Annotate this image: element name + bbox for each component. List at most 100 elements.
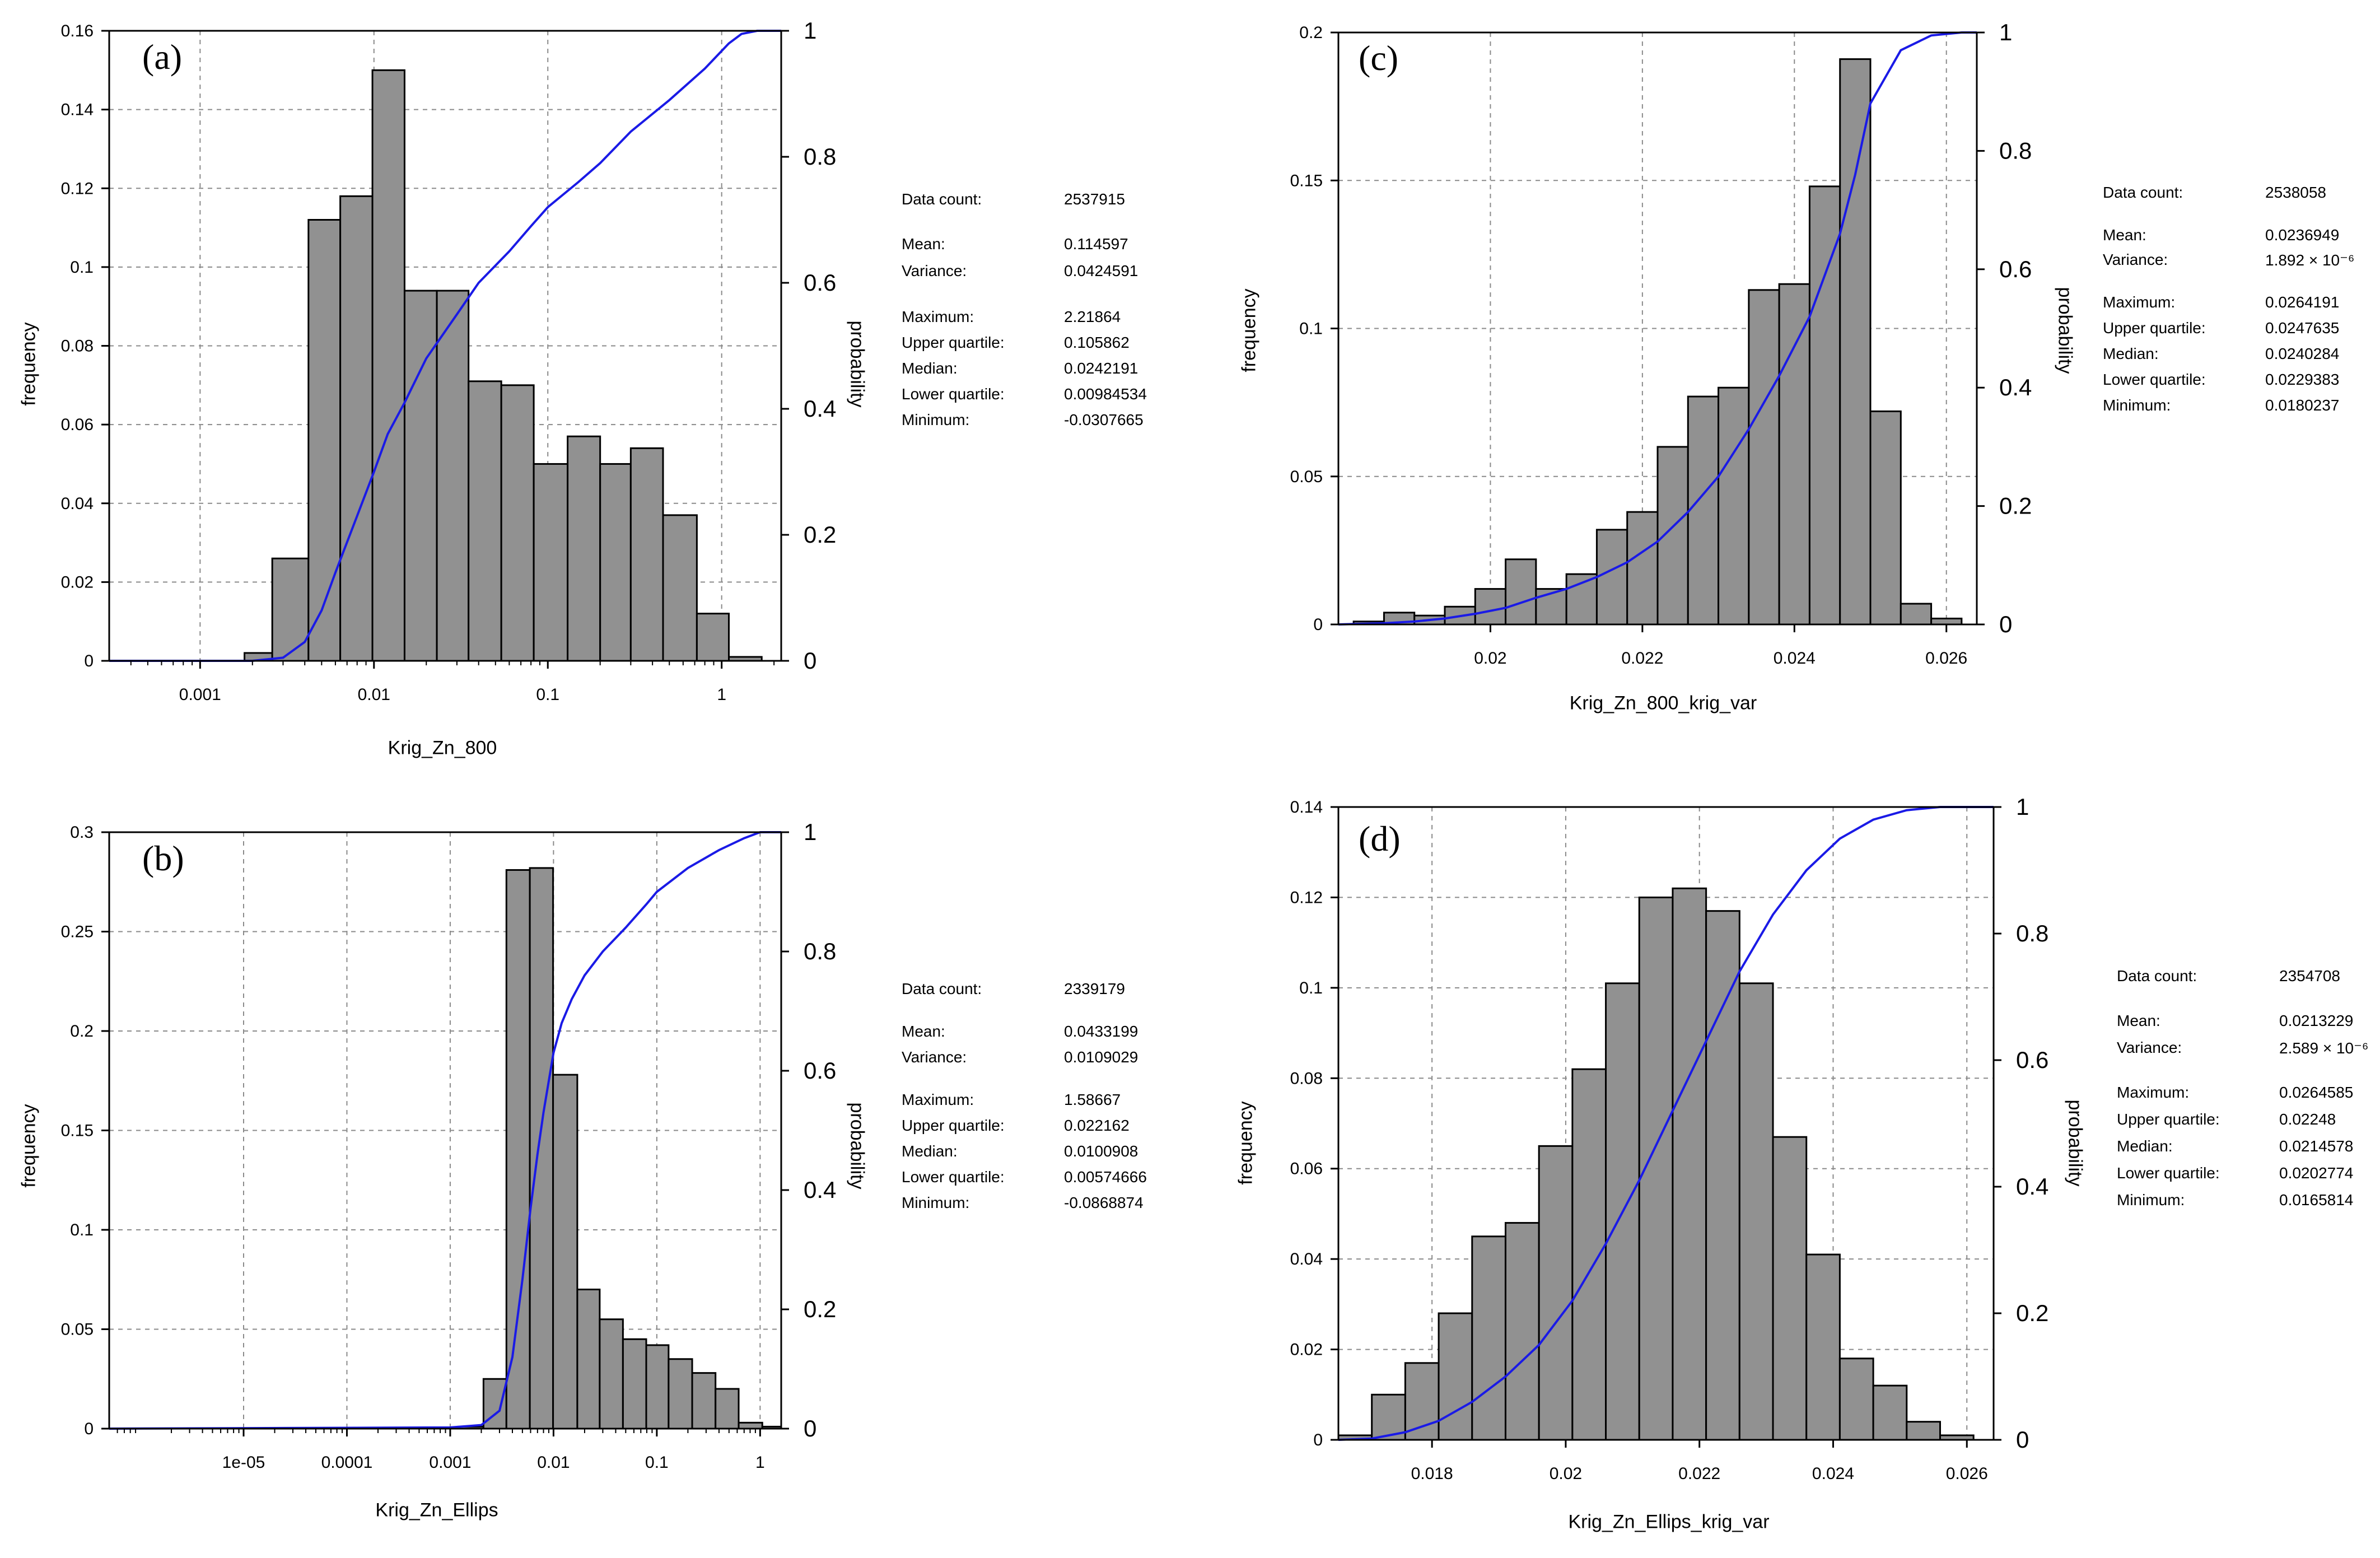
- stat-value: 2354708: [2279, 967, 2341, 985]
- y2-tick-label: 0: [2016, 1426, 2029, 1453]
- stat-row: Median: 0.0100908: [902, 1142, 1215, 1161]
- histogram-bar: [1626, 511, 1659, 626]
- y-tick-label: 0.02: [1290, 1341, 1323, 1359]
- stat-key: Maximum:: [2117, 1084, 2190, 1101]
- histogram-bar: [1687, 395, 1720, 626]
- plot-frame: [1337, 806, 1995, 1441]
- panel-label-b: (b): [140, 841, 186, 876]
- stat-row: Upper quartile: 0.0247635: [2103, 319, 2380, 338]
- stat-value: 0.0229383: [2265, 371, 2340, 388]
- y2-tick-label: 1: [804, 819, 816, 845]
- stat-key: Minimum:: [902, 1194, 970, 1211]
- stat-row: Upper quartile: 0.022162: [902, 1117, 1215, 1136]
- x-tick-label: 0.022: [1678, 1464, 1720, 1483]
- x-tick-label: 0.02: [1550, 1464, 1582, 1483]
- stat-key: Minimum:: [902, 411, 970, 428]
- stat-value: 0.0264191: [2265, 293, 2340, 311]
- panel-d: 0.018 0.02 0.022 0.024 0.026 0 0.02 0.04 0.06 0.0…: [1190, 779, 2380, 1558]
- stat-value: 0.0180237: [2265, 397, 2340, 414]
- histogram-bar: [1872, 1384, 1908, 1441]
- cdf-line: [1338, 31, 1977, 626]
- y2-tick-label: 0.2: [1999, 493, 2032, 519]
- stat-row: Median: 0.0214578: [2117, 1137, 2380, 1156]
- panel-label-c: (c): [1356, 40, 1401, 76]
- y-tick-label: 0.1: [1299, 320, 1323, 338]
- y-tick-label: 0.05: [1290, 468, 1323, 486]
- y-tick-label: 0.1: [70, 1221, 94, 1239]
- stat-key: Median:: [2103, 345, 2159, 362]
- stat-row: Median: 0.0242191: [902, 360, 1215, 379]
- stat-row: Minimum: -0.0307665: [902, 411, 1215, 430]
- panel-a: 0.001 0.01 0.1 1 0 0.02 0.04 0.06 0.08 0.1 0.12 0.1…: [0, 0, 1190, 779]
- stat-key: Median:: [902, 1142, 958, 1160]
- y2-tick-label: 0.4: [1999, 374, 2032, 400]
- stat-value: 0.022162: [1064, 1117, 1130, 1134]
- panel-label-a: (a): [140, 39, 185, 75]
- y-tick-label: 0: [1313, 1431, 1323, 1449]
- stat-row: Lower quartile: 0.00574666: [902, 1168, 1215, 1187]
- stat-key: Maximum:: [2103, 293, 2176, 311]
- histogram-bar: [715, 1388, 740, 1430]
- histogram-bar: [1805, 1253, 1841, 1441]
- histogram-bar: [662, 514, 698, 662]
- stat-key: Variance:: [2103, 251, 2168, 268]
- histogram-bar: [1595, 529, 1628, 626]
- stat-value: 0.0165814: [2279, 1191, 2354, 1209]
- y-tick-label: 0.04: [61, 495, 94, 513]
- histogram-bar: [1471, 1235, 1506, 1441]
- stat-row: Minimum: -0.0868874: [902, 1194, 1215, 1213]
- histogram-bar: [599, 463, 632, 662]
- stat-row: Maximum: 0.0264191: [2103, 293, 2380, 312]
- y2-tick-label: 1: [804, 17, 816, 44]
- stat-row: Lower quartile: 0.00984534: [902, 385, 1215, 404]
- y-axis-title-d: frequency: [1235, 1101, 1257, 1185]
- stat-row: Maximum: 2.21864: [902, 308, 1215, 327]
- chart-c-plot: 0.02 0.022 0.024 0.026 0 0.05 0.1 0.15 0.2 0 0.2 0.…: [1290, 19, 2032, 668]
- panel-label-d: (d): [1356, 821, 1403, 857]
- stat-key: Variance:: [2117, 1039, 2182, 1056]
- y2-axis-title-c: probability: [2054, 287, 2076, 374]
- stat-row: Data count: 2354708: [2117, 967, 2380, 986]
- stat-row: Variance: 2.589 × 10⁻⁶: [2117, 1039, 2380, 1058]
- y-axis-title-b: frequency: [18, 1104, 40, 1188]
- stat-value: 0.0264585: [2279, 1084, 2354, 1101]
- stat-row: Data count: 2339179: [902, 980, 1215, 999]
- y2-tick-label: 0.2: [804, 1296, 836, 1322]
- stat-key: Upper quartile:: [902, 1117, 1005, 1134]
- histogram-bar: [1838, 1358, 1874, 1441]
- stat-value: 0.0433199: [1064, 1023, 1138, 1040]
- stat-key: Lower quartile:: [902, 1168, 1005, 1186]
- y2-tick-label: 0.8: [804, 143, 836, 170]
- stat-key: Data count:: [902, 190, 982, 208]
- stat-key: Lower quartile:: [2103, 371, 2206, 388]
- chart-d-plot: 0.018 0.02 0.022 0.024 0.026 0 0.02 0.04 0.06 0.0…: [1290, 794, 2049, 1483]
- y-tick-label: 0.1: [1299, 979, 1323, 997]
- stat-value: 0.0213229: [2279, 1012, 2354, 1029]
- histogram-bar: [599, 1318, 624, 1430]
- stat-value: -0.0868874: [1064, 1194, 1144, 1211]
- stat-key: Mean:: [902, 235, 945, 253]
- stat-key: Variance:: [902, 1048, 967, 1066]
- x-tick-label: 1: [717, 685, 726, 704]
- stat-row: Mean: 0.0433199: [902, 1023, 1215, 1042]
- histogram-bar: [1565, 573, 1598, 626]
- histogram-bar: [529, 867, 554, 1430]
- stat-row: Minimum: 0.0165814: [2117, 1191, 2380, 1210]
- stat-value: 0.105862: [1064, 334, 1130, 351]
- stat-row: Maximum: 1.58667: [902, 1091, 1215, 1110]
- histogram-bar: [1738, 982, 1774, 1441]
- y-tick-label: 0.02: [61, 573, 94, 591]
- histogram-bar: [1505, 558, 1537, 626]
- y-tick-label: 0.2: [1299, 24, 1323, 42]
- y-tick-label: 0.25: [61, 923, 94, 941]
- stat-value: 0.114597: [1064, 235, 1128, 253]
- cdf-line: [1338, 806, 1994, 1441]
- y-tick-label: 0: [84, 1420, 94, 1438]
- y-tick-label: 0.3: [70, 823, 94, 842]
- histogram-bar: [1672, 887, 1707, 1441]
- stat-key: Upper quartile:: [2117, 1111, 2220, 1128]
- x-tick-label: 1e-05: [222, 1453, 265, 1472]
- x-tick-label: 0.001: [179, 685, 221, 704]
- histogram-bar: [629, 447, 664, 662]
- y-tick-label: 0.05: [61, 1321, 94, 1339]
